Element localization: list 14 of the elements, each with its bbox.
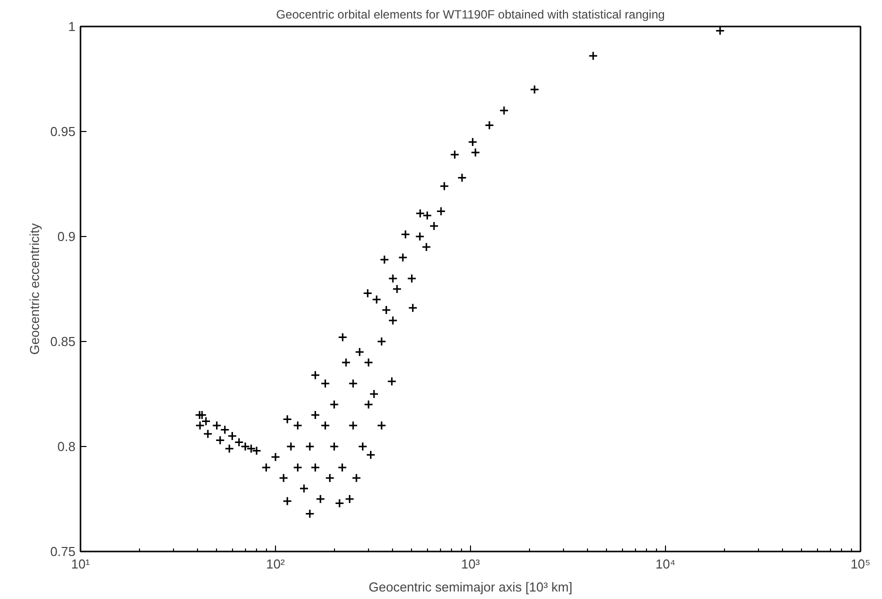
y-tick-label: 1 xyxy=(68,19,76,34)
x-tick-label: 10² xyxy=(266,556,286,572)
y-tick-label: 0.75 xyxy=(50,544,76,559)
x-tick-label: 10⁵ xyxy=(850,556,870,572)
chart-title: Geocentric orbital elements for WT1190F obtained with statistical ranging xyxy=(276,8,665,22)
y-tick-label: 0.85 xyxy=(50,334,76,349)
y-tick-label: 0.9 xyxy=(57,229,76,244)
y-tick-label: 0.95 xyxy=(50,124,76,139)
x-tick-label: 10⁴ xyxy=(655,556,676,572)
x-tick-label: 10¹ xyxy=(71,556,91,572)
x-tick-label: 10³ xyxy=(461,556,481,572)
y-axis-title: Geocentric eccentricity xyxy=(27,222,42,355)
y-tick-label: 0.8 xyxy=(57,439,76,454)
x-axis-title: Geocentric semimajor axis [10³ km] xyxy=(368,580,572,594)
